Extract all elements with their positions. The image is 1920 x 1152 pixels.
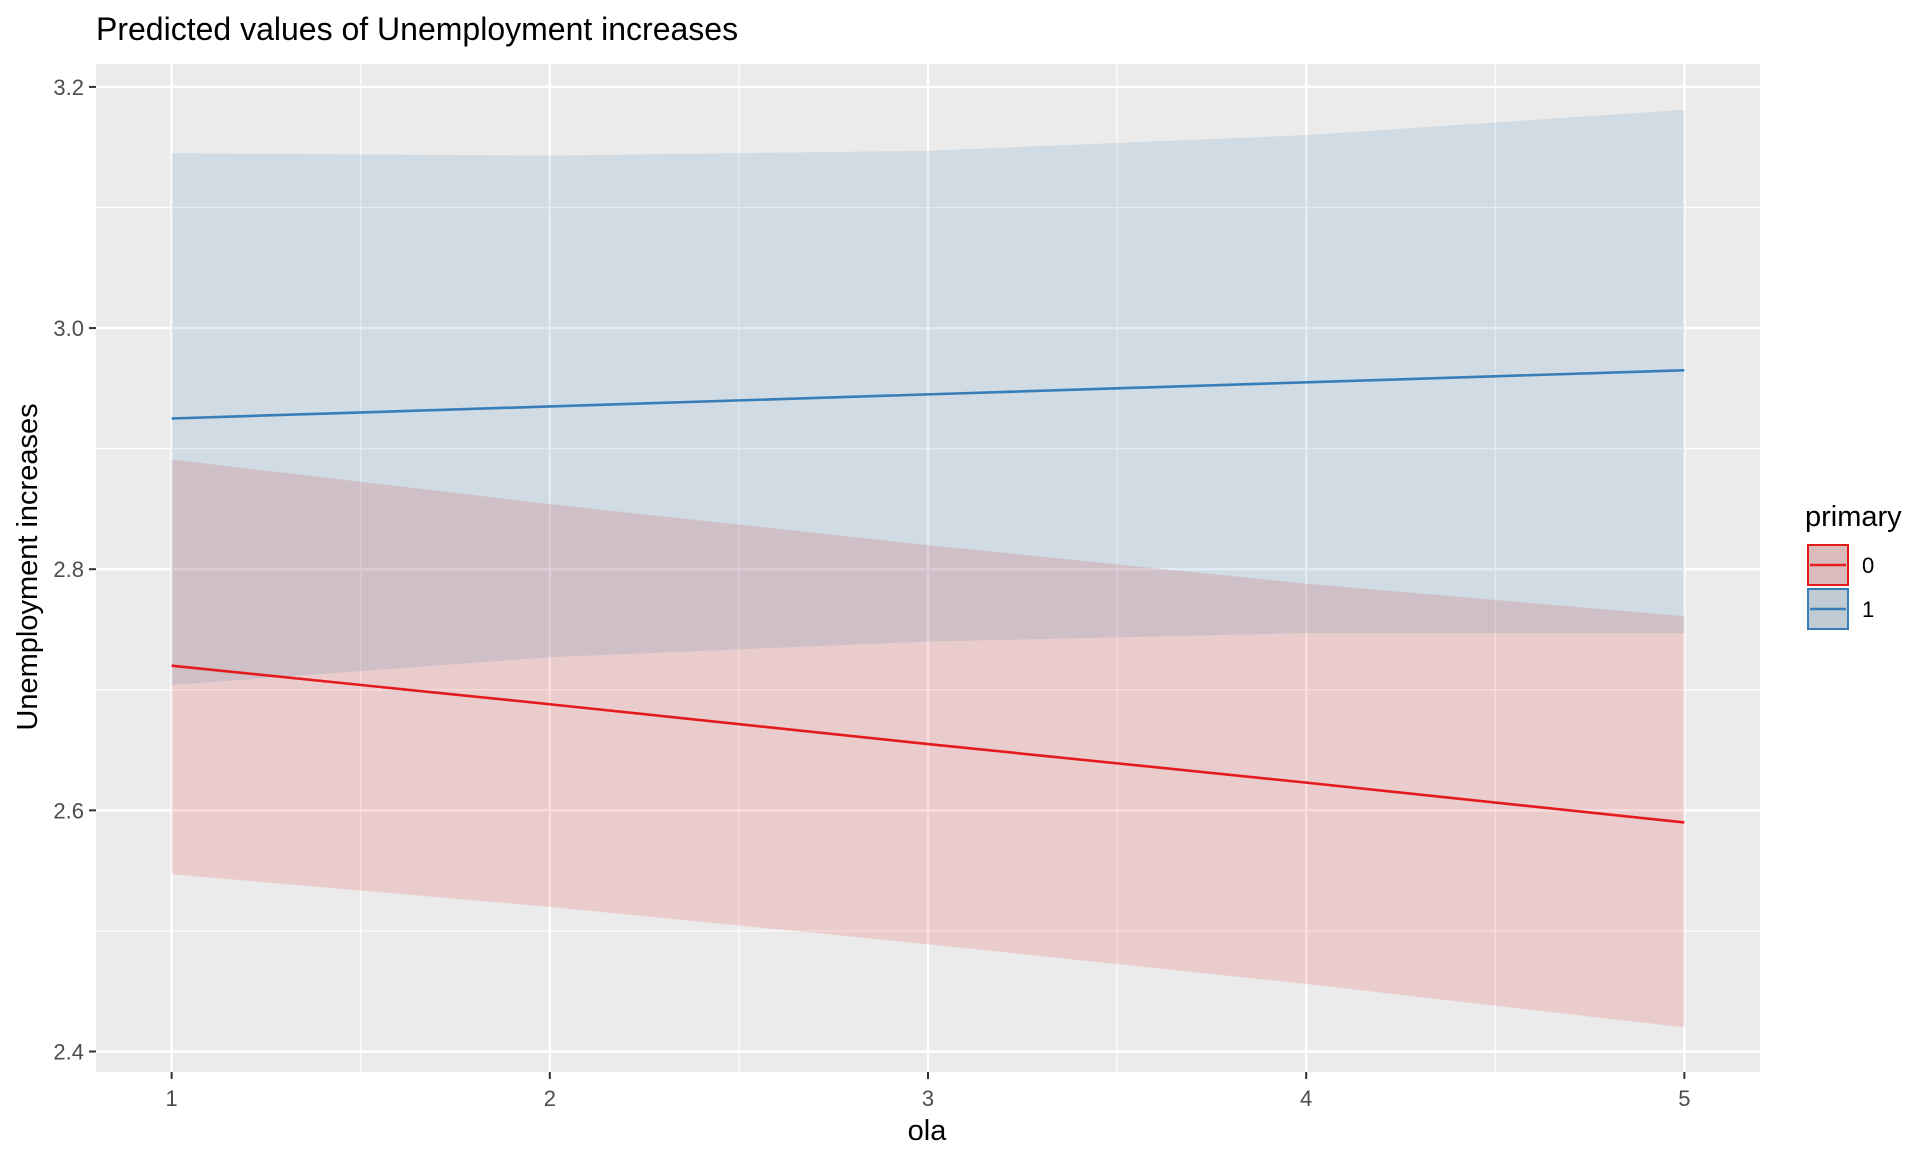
grid-major (96, 64, 1760, 1072)
legend-title: primary (1805, 501, 1902, 533)
legend-label: 0 (1862, 553, 1874, 578)
legend-key-0: 0 (1807, 544, 1874, 586)
x-tick-labels: 1 2 3 4 5 (166, 1086, 1691, 1111)
y-tick-label: 2.8 (53, 557, 84, 582)
legend-label: 1 (1862, 597, 1874, 622)
x-tick-label: 3 (922, 1086, 934, 1111)
series-lines (171, 368, 1685, 824)
y-tick-label: 2.4 (53, 1040, 84, 1065)
legend: primary 0 1 (1805, 501, 1902, 630)
x-axis-title: ola (908, 1115, 948, 1147)
y-tick-label: 2.6 (53, 798, 84, 823)
y-tick-label: 3.0 (53, 316, 84, 341)
axis-ticks (89, 85, 1686, 1079)
y-tick-labels: 2.4 2.6 2.8 3.0 3.2 (53, 75, 84, 1065)
chart-title: Predicted values of Unemployment increas… (96, 11, 738, 47)
x-tick-label: 5 (1678, 1086, 1690, 1111)
confidence-ribbons (171, 109, 1685, 1028)
x-tick-label: 1 (166, 1086, 178, 1111)
x-tick-label: 4 (1300, 1086, 1312, 1111)
series-line-1 (171, 368, 1685, 420)
y-tick-label: 3.2 (53, 75, 84, 100)
y-axis-title: Unemployment increases (12, 403, 44, 730)
legend-key-1: 1 (1807, 588, 1874, 630)
series-line-0 (171, 664, 1685, 824)
x-tick-label: 2 (544, 1086, 556, 1111)
ci-ribbon-1 (171, 109, 1685, 685)
